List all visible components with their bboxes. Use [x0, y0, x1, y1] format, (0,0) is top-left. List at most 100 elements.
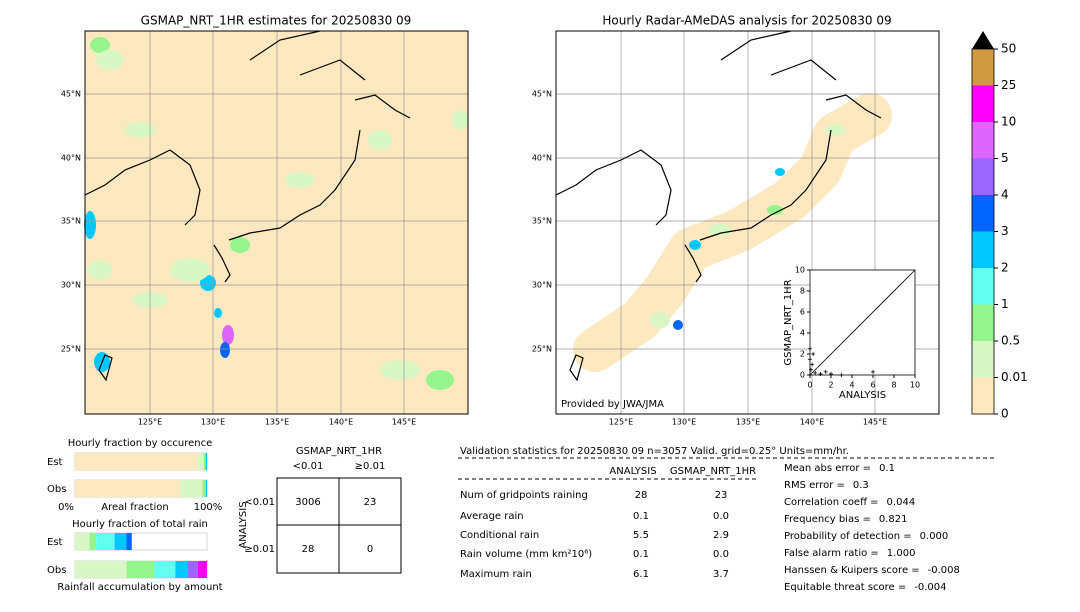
point — [809, 367, 814, 372]
bar-segment — [197, 453, 204, 470]
lon-label: 130°E — [201, 418, 225, 427]
y-tick-label: 10 — [795, 266, 805, 275]
row-label: <0.01 — [244, 497, 275, 508]
coastline — [98, 354, 113, 382]
score-label: Frequency bias = — [784, 514, 871, 525]
point — [810, 362, 815, 367]
rain-area — [775, 168, 785, 176]
lon-label: 135°E — [736, 418, 760, 427]
bar-segment — [96, 533, 115, 550]
cell: 3006 — [295, 497, 320, 508]
colorbar-segment — [972, 158, 994, 195]
colorbar-label: 25 — [1001, 78, 1016, 92]
coastline — [555, 149, 642, 196]
score-label: RMS error = — [784, 480, 845, 491]
rain-area — [84, 211, 96, 239]
lon-label: 140°E — [800, 418, 824, 427]
row-label: Rain volume (mm km²10⁶) — [460, 549, 592, 560]
rain-area — [426, 370, 454, 390]
score-label: False alarm ratio = — [784, 548, 879, 559]
coastline — [249, 30, 321, 61]
bar-title: Hourly fraction of total rain — [72, 519, 208, 530]
colorbar-label: 0.01 — [1001, 370, 1028, 384]
row-label: Num of gridpoints raining — [460, 490, 588, 501]
y-tick-label: 4 — [800, 329, 805, 338]
point — [813, 370, 818, 375]
x-tick-label: 10 — [910, 381, 920, 390]
coastline — [770, 59, 837, 81]
cell: 6.1 — [633, 569, 649, 580]
diagonal — [809, 269, 916, 376]
table-title: GSMAP_NRT_1HR — [296, 446, 382, 457]
point — [811, 352, 816, 356]
colorbar-label: 1 — [1001, 297, 1009, 311]
rain-area — [650, 312, 670, 328]
bar-segment — [75, 480, 181, 497]
rain-area — [708, 224, 732, 236]
coastline — [84, 149, 171, 196]
lat-label: 40°N — [61, 154, 81, 163]
lat-label: 25°N — [61, 345, 81, 354]
cell: 0.0 — [713, 549, 729, 560]
col-label: <0.01 — [293, 461, 324, 472]
score-label: Probability of detection = — [784, 531, 912, 542]
validation-header: Validation statistics for 20250830 09 n=… — [460, 446, 849, 457]
score-label: Equitable threat score = — [784, 582, 906, 593]
axis-label: Areal fraction — [101, 502, 168, 513]
lon-label: 145°E — [863, 418, 887, 427]
cell: 0.0 — [713, 511, 729, 522]
colorbar-segment — [972, 268, 994, 305]
rain-area — [96, 50, 124, 70]
y-axis-label: GSMAP_NRT_1HR — [783, 279, 794, 365]
rain-area — [124, 122, 156, 138]
y-tick-label: 8 — [800, 287, 805, 296]
bar-segment — [75, 453, 198, 470]
col-label: ANALYSIS — [609, 466, 656, 477]
coastline — [299, 59, 366, 81]
bar-segment — [205, 453, 207, 470]
colorbar-label: 0 — [1001, 407, 1009, 421]
rain-area — [368, 130, 392, 150]
bar-segment — [180, 480, 203, 497]
rain-area — [88, 260, 112, 280]
rain-area — [170, 258, 210, 282]
cell: 28 — [635, 490, 648, 501]
colorbar-label: 50 — [1001, 42, 1016, 56]
bar-segment — [154, 561, 176, 578]
bar-segment — [126, 561, 155, 578]
bar-segment — [197, 561, 207, 578]
cell: 28 — [302, 544, 315, 555]
left-map — [84, 30, 469, 415]
cell: 0.1 — [633, 511, 649, 522]
coastline — [213, 244, 231, 283]
colorbar-label: 10 — [1001, 115, 1016, 129]
credit: Provided by JWA/JMA — [561, 399, 664, 410]
lat-label: 30°N — [61, 281, 81, 290]
colorbar-label: 4 — [1001, 188, 1009, 202]
lon-label: 140°E — [329, 418, 353, 427]
coastline — [825, 94, 882, 119]
row-label: Conditional rain — [460, 530, 539, 541]
rain-area — [673, 320, 683, 330]
row-label: Est — [47, 537, 63, 548]
score: False alarm ratio = 1.000 — [784, 548, 915, 559]
bar-segment — [205, 480, 207, 497]
score-value: -0.004 — [914, 582, 946, 593]
col-label: ≥0.01 — [355, 461, 386, 472]
lat-label: 25°N — [532, 345, 552, 354]
row-label: ≥0.01 — [244, 544, 275, 555]
rain-area — [285, 172, 315, 188]
bar-segment — [75, 533, 90, 550]
cell: 23 — [364, 497, 377, 508]
score-value: 0.000 — [920, 531, 949, 542]
colorbar-segment — [972, 304, 994, 341]
colorbar-label: 5 — [1001, 151, 1009, 165]
x-tick-label: 0 — [807, 381, 812, 390]
x-tick-label: 2 — [828, 381, 833, 390]
cell: 3.7 — [713, 569, 729, 580]
coastline — [169, 149, 201, 226]
cell: 0 — [367, 544, 373, 555]
bar-segment — [126, 533, 132, 550]
score-value: 0.044 — [887, 497, 916, 508]
point — [839, 373, 844, 377]
